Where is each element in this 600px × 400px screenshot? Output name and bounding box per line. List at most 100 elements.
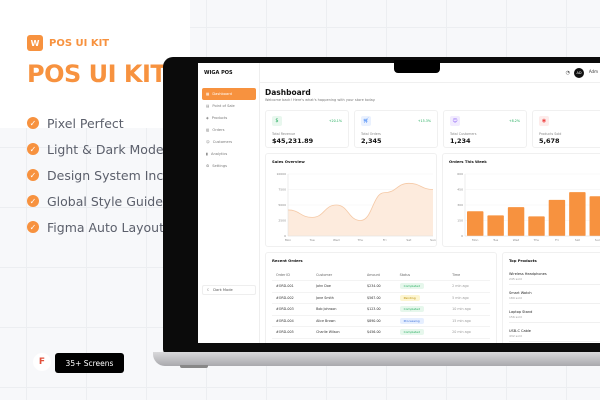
cell-text: #ORD-003 <box>276 307 294 312</box>
topbar: ◔ AD Adm <box>260 63 600 83</box>
product-name: USB-C Cable <box>509 329 531 333</box>
y-tick-label: 10000 <box>276 172 286 176</box>
nav-settings[interactable]: ⚙ Settings <box>206 164 227 168</box>
y-tick-label: 2500 <box>278 219 286 223</box>
table-row[interactable]: #ORD-002 Jane Smith $567.00 Pending 5 min ag… <box>272 292 490 304</box>
x-tick-label: Thu <box>357 238 364 242</box>
stat-value: 1,234 <box>450 137 471 145</box>
y-tick-label: 450 <box>457 188 463 192</box>
panel-title: Recent Orders <box>272 258 303 263</box>
cart-icon: 🛒︎ <box>361 116 371 126</box>
cell-text: Jane Smith <box>316 295 334 300</box>
table-cell: #ORD-002 <box>272 292 313 304</box>
bar <box>528 216 545 236</box>
table-row[interactable]: #ORD-005 Charlie Wilson $456.00 Completed 20… <box>272 326 490 339</box>
register-icon: ▤ <box>206 104 210 108</box>
table-cell: #ORD-005 <box>272 326 313 339</box>
y-tick-label: 150 <box>457 219 463 223</box>
table-row[interactable]: #ORD-001 John Doe $234.00 Completed 2 min ag… <box>272 280 490 293</box>
nav-orders[interactable]: ▥ Orders <box>206 128 225 132</box>
stat-change: +15.3% <box>417 119 431 123</box>
stat-label: Total Revenue <box>272 132 296 136</box>
x-tick-label: Mon <box>472 238 478 242</box>
x-tick-label: Fri <box>555 238 559 242</box>
nav-customers[interactable]: ☺ Customers <box>206 140 233 144</box>
app-name: WIGA POS <box>204 70 233 76</box>
avatar[interactable]: AD <box>574 68 584 78</box>
status-badge: Completed <box>399 283 424 290</box>
stat-card-customers: ☺ +8.2% Total Customers 1,234 <box>443 110 527 148</box>
status-badge: Pending <box>399 294 420 301</box>
notification-icon[interactable]: ◔ <box>565 70 570 76</box>
check-icon: ✓ <box>27 195 39 207</box>
table-row[interactable]: #ORD-004 Alice Brown $890.00 Processing 15 m… <box>272 315 490 327</box>
x-tick-label: Tue <box>492 238 498 242</box>
stat-label: Products Sold <box>539 132 562 136</box>
dark-mode-toggle[interactable]: ☾ Dark Mode <box>202 285 256 295</box>
status-badge: Processing <box>399 317 424 324</box>
table-cell: $234.00 <box>363 280 396 293</box>
stat-card-revenue: $ +20.1% Total Revenue $45,231.89 <box>265 110 349 148</box>
x-tick-label: Tue <box>309 238 315 242</box>
table-cell: #ORD-003 <box>272 303 313 316</box>
column-header: Order ID <box>272 269 313 281</box>
cell-text: 10 min ago <box>452 307 471 312</box>
nav-dashboard[interactable]: ▦ Dashboard <box>202 88 256 100</box>
recent-orders-panel: Recent Orders Order ID Customer Amount Stat… <box>265 252 497 343</box>
nav-analytics[interactable]: ▮ Analytics <box>206 152 228 156</box>
box-icon: ◈ <box>206 116 209 120</box>
y-tick-label: 7500 <box>278 188 286 192</box>
box-icon: ◉ <box>539 116 549 126</box>
area-fill <box>288 183 433 236</box>
table-cell: 5 min ago <box>448 292 490 304</box>
product-sold: 245 sold <box>509 277 522 281</box>
product-name: Laptop Stand <box>509 310 533 314</box>
table-cell: $456.00 <box>363 326 396 339</box>
x-tick-label: Mon <box>285 238 291 242</box>
logo-icon: W <box>27 35 43 51</box>
stat-change: +8.2% <box>508 119 520 123</box>
cell-text: $234.00 <box>367 284 381 289</box>
x-tick-label: Sun <box>430 238 436 242</box>
bar <box>487 215 504 236</box>
table-cell: Completed <box>395 326 449 339</box>
table-cell: 10 min ago <box>448 303 490 316</box>
table-cell: Jane Smith <box>312 292 363 304</box>
feature-item: ✓ Global Style Guides <box>27 188 198 214</box>
screens-badge: 35+ Screens <box>55 353 124 373</box>
user-name: Adm <box>588 69 598 74</box>
cell-text: #ORD-005 <box>276 330 294 335</box>
promo-panel <box>0 0 190 128</box>
bar <box>589 196 600 236</box>
y-tick-label: 5000 <box>278 203 286 207</box>
table-cell: Completed <box>395 303 449 316</box>
cell-text: Bob Johnson <box>316 307 337 312</box>
cell-text: #ORD-001 <box>276 284 294 289</box>
cell-text: 20 min ago <box>452 330 471 335</box>
product-sold: 432 sold <box>509 334 522 338</box>
laptop-foot <box>180 365 208 368</box>
sidebar: WIGA POS ▦ Dashboard ▤ Point of Sale ◈ Prod… <box>198 63 260 343</box>
status-badge: Completed <box>399 329 424 336</box>
x-tick-label: Fri <box>383 238 387 242</box>
cell-text: 15 min ago <box>452 318 471 323</box>
table-row[interactable]: #ORD-003 Bob Johnson $123.00 Completed 10 mi… <box>272 303 490 316</box>
nav-point-of-sale[interactable]: ▤ Point of Sale <box>206 104 235 108</box>
nav-products[interactable]: ◈ Products <box>206 116 228 120</box>
stat-change: +20.1% <box>328 119 342 123</box>
sales-overview-chart: 0 2500 5000 7500 10000 Mon Tue Wed Thu Fri Sat Sun <box>276 172 436 242</box>
brand-name: POS UI KIT <box>49 37 110 49</box>
feature-list: ✓ Pixel Perfect ✓ Light & Dark Mode ✓ Desig… <box>27 110 198 240</box>
check-icon: ✓ <box>27 143 39 155</box>
y-tick-label: 0 <box>461 234 463 238</box>
panel-title: Top Products <box>509 258 537 263</box>
feature-item: ✓ Pixel Perfect <box>27 110 198 136</box>
page-subtitle: Welcome back! Here's what's happening wi… <box>265 98 376 102</box>
cell-text: 2 min ago <box>452 284 469 289</box>
cell-text: $456.00 <box>367 330 381 335</box>
cell-text: Charlie Wilson <box>316 330 340 335</box>
